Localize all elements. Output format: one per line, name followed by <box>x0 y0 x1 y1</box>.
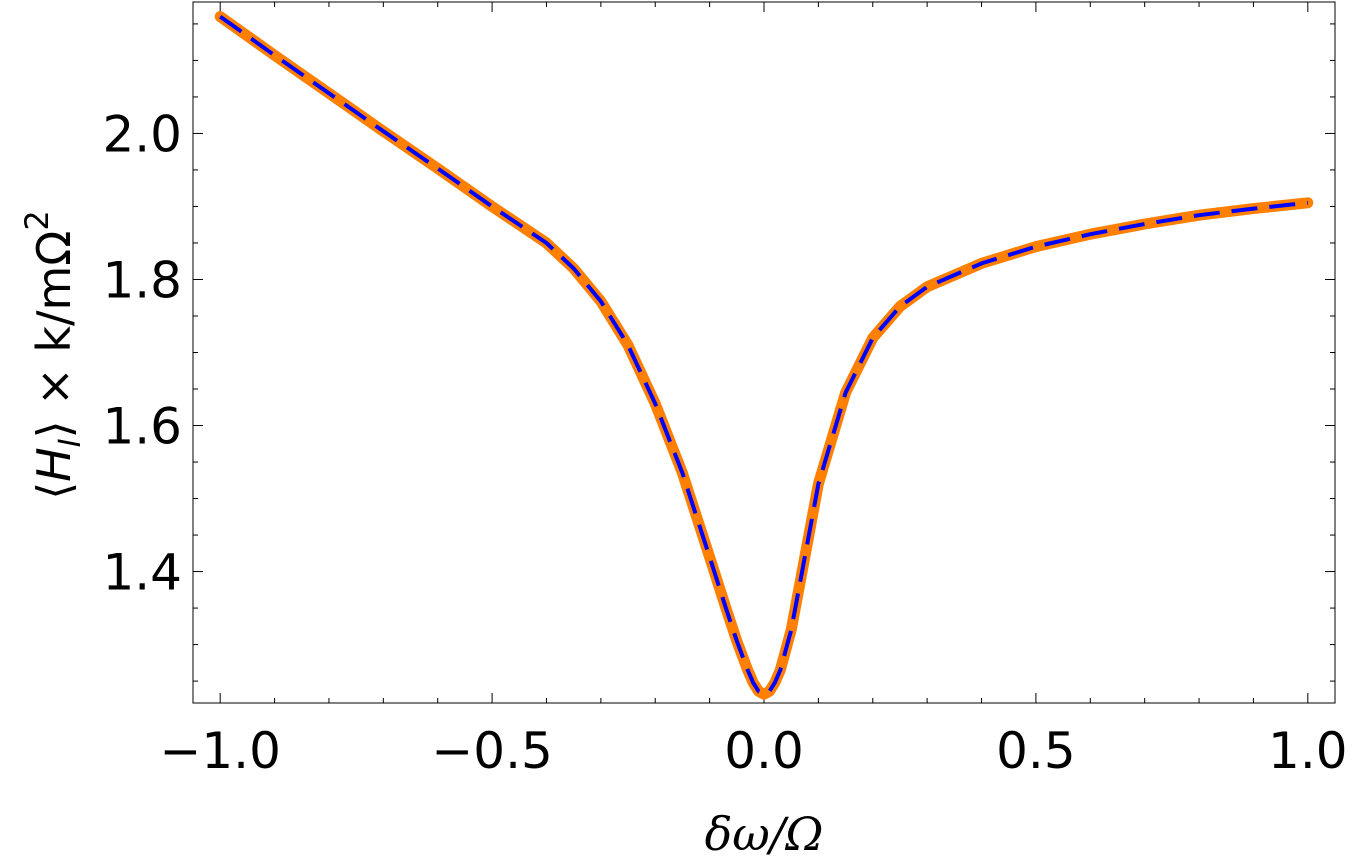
x-tick-label: 0.0 <box>724 722 804 780</box>
y-axis-label-sup: 2 <box>18 210 56 230</box>
y-axis-label-h: H <box>27 447 81 482</box>
series-line-solid <box>214 11 1314 700</box>
x-tick-label: −0.5 <box>431 722 552 780</box>
y-axis-label-sub: I <box>53 438 88 447</box>
y-axis-label-open: ⟨ <box>27 482 81 500</box>
y-tick-label: 1.4 <box>102 544 182 602</box>
y-tick-label: 2.0 <box>102 105 182 163</box>
x-tick-label: 1.0 <box>1268 722 1348 780</box>
y-tick-label: 1.8 <box>102 251 182 309</box>
y-axis-label: ⟨HI⟩ × k/mΩ2 <box>18 210 88 500</box>
tick-labels: −1.0 −0.5 0.0 0.5 1.0 1.4 1.6 1.8 2.0 <box>102 105 1347 780</box>
x-axis-label: δω/Ω <box>705 807 824 861</box>
series-group <box>214 11 1314 700</box>
tick-marks <box>193 2 1335 703</box>
series-line-dashed <box>219 14 1309 697</box>
y-axis-label-rest: ⟩ × k/mΩ <box>27 231 81 439</box>
x-tick-label: 0.5 <box>996 722 1076 780</box>
x-tick-label: −1.0 <box>159 722 280 780</box>
plot-frame <box>192 1 1336 704</box>
y-tick-label: 1.6 <box>102 398 182 456</box>
